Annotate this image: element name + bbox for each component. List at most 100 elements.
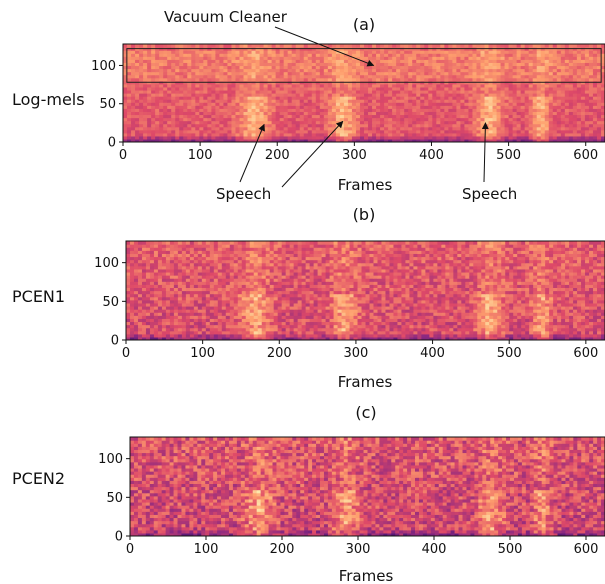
heatmap-cell bbox=[179, 71, 184, 76]
heatmap-cell bbox=[449, 333, 454, 338]
heatmap-cell bbox=[307, 93, 313, 97]
heatmap-cell bbox=[428, 86, 433, 91]
heatmap-cell bbox=[267, 132, 273, 137]
heatmap-cell bbox=[373, 312, 379, 316]
heatmap-cell bbox=[311, 74, 317, 79]
heatmap-cell bbox=[552, 132, 558, 137]
heatmap-cell bbox=[207, 93, 212, 97]
heatmap-cell bbox=[229, 312, 235, 316]
heatmap-cell bbox=[536, 135, 542, 140]
heatmap-cell bbox=[213, 318, 219, 323]
heatmap-cell bbox=[359, 86, 365, 91]
heatmap-cell bbox=[504, 89, 510, 94]
heatmap-cell bbox=[433, 321, 438, 326]
heatmap-cell bbox=[343, 74, 349, 79]
heatmap-cell bbox=[331, 99, 337, 103]
heatmap-cell bbox=[157, 321, 163, 326]
heatmap-cell bbox=[223, 93, 229, 97]
heatmap-cell bbox=[289, 336, 295, 340]
heatmap-cell bbox=[369, 324, 375, 329]
heatmap-cell bbox=[149, 318, 155, 323]
heatmap-cell bbox=[251, 71, 257, 76]
x-tick-label: 400 bbox=[419, 148, 444, 163]
heatmap-cell bbox=[408, 135, 413, 140]
heatmap-cell bbox=[321, 315, 327, 319]
heatmap-cell bbox=[380, 111, 385, 116]
heatmap-cell bbox=[187, 93, 192, 97]
heatmap-cell bbox=[347, 105, 353, 109]
heatmap-cell bbox=[500, 102, 506, 106]
heatmap-cell bbox=[432, 68, 437, 73]
heatmap-cell bbox=[271, 83, 277, 88]
heatmap-cell bbox=[349, 333, 355, 338]
heatmap-cell bbox=[295, 135, 301, 140]
heatmap-cell bbox=[460, 129, 466, 134]
heatmap-cell bbox=[179, 135, 184, 140]
heatmap-cell bbox=[500, 126, 506, 131]
heatmap-cell bbox=[449, 312, 454, 316]
heatmap-cell bbox=[325, 333, 331, 338]
heatmap-cell bbox=[380, 129, 385, 134]
heatmap-cell bbox=[445, 333, 450, 338]
heatmap-cell bbox=[235, 59, 241, 63]
heatmap-cell bbox=[396, 102, 401, 106]
heatmap-cell bbox=[461, 321, 466, 326]
heatmap-cell bbox=[584, 132, 590, 137]
heatmap-cell bbox=[355, 123, 361, 128]
heatmap-cell bbox=[364, 117, 369, 122]
heatmap-cell bbox=[368, 117, 373, 122]
heatmap-cell bbox=[520, 129, 526, 134]
heatmap-cell bbox=[484, 83, 490, 88]
heatmap-cell bbox=[396, 74, 401, 79]
heatmap-cell bbox=[263, 102, 269, 106]
heatmap-cell bbox=[281, 321, 287, 326]
heatmap-cell bbox=[291, 65, 297, 70]
heatmap-cell bbox=[524, 53, 530, 57]
heatmap-cell bbox=[532, 114, 538, 119]
heatmap-cell bbox=[448, 135, 453, 140]
heatmap-cell bbox=[440, 126, 445, 131]
heatmap-cell bbox=[373, 333, 379, 338]
heatmap-cell bbox=[504, 99, 510, 103]
heatmap-cell bbox=[456, 102, 461, 106]
heatmap-cell bbox=[315, 74, 321, 79]
heatmap-cell bbox=[161, 330, 167, 335]
heatmap-cell bbox=[235, 111, 241, 116]
heatmap-cell bbox=[177, 327, 183, 332]
heatmap-cell bbox=[245, 336, 251, 340]
heatmap-cell bbox=[203, 74, 208, 79]
heatmap-cell bbox=[185, 312, 191, 316]
heatmap-cell bbox=[504, 138, 510, 142]
heatmap-cell bbox=[159, 111, 164, 116]
heatmap-cell bbox=[203, 65, 208, 70]
heatmap-cell bbox=[364, 53, 369, 57]
heatmap-cell bbox=[163, 99, 168, 103]
heatmap-cell bbox=[432, 111, 437, 116]
heatmap-cell bbox=[368, 96, 373, 100]
heatmap-cell bbox=[480, 96, 486, 100]
heatmap-cell bbox=[267, 93, 273, 97]
heatmap-cell bbox=[524, 120, 530, 125]
heatmap-cell bbox=[339, 71, 345, 76]
heatmap-cell bbox=[405, 312, 411, 316]
heatmap-cell bbox=[173, 321, 179, 326]
heatmap-cell bbox=[401, 318, 407, 323]
heatmap-cell bbox=[143, 65, 148, 70]
heatmap-cell bbox=[281, 315, 287, 319]
heatmap-cell bbox=[540, 56, 546, 60]
heatmap-cell bbox=[384, 56, 389, 60]
heatmap-cell bbox=[309, 336, 315, 340]
heatmap-cell bbox=[457, 327, 462, 332]
heatmap-cell bbox=[291, 102, 297, 106]
heatmap-cell bbox=[537, 318, 542, 323]
heatmap-cell bbox=[548, 96, 554, 100]
heatmap-cell bbox=[556, 74, 562, 79]
heatmap-cell bbox=[295, 126, 301, 131]
heatmap-cell bbox=[372, 68, 377, 73]
heatmap-cell bbox=[135, 138, 140, 142]
heatmap-cell bbox=[364, 114, 369, 119]
heatmap-cell bbox=[545, 312, 550, 316]
heatmap-cell bbox=[452, 74, 457, 79]
heatmap-cell bbox=[147, 138, 152, 142]
